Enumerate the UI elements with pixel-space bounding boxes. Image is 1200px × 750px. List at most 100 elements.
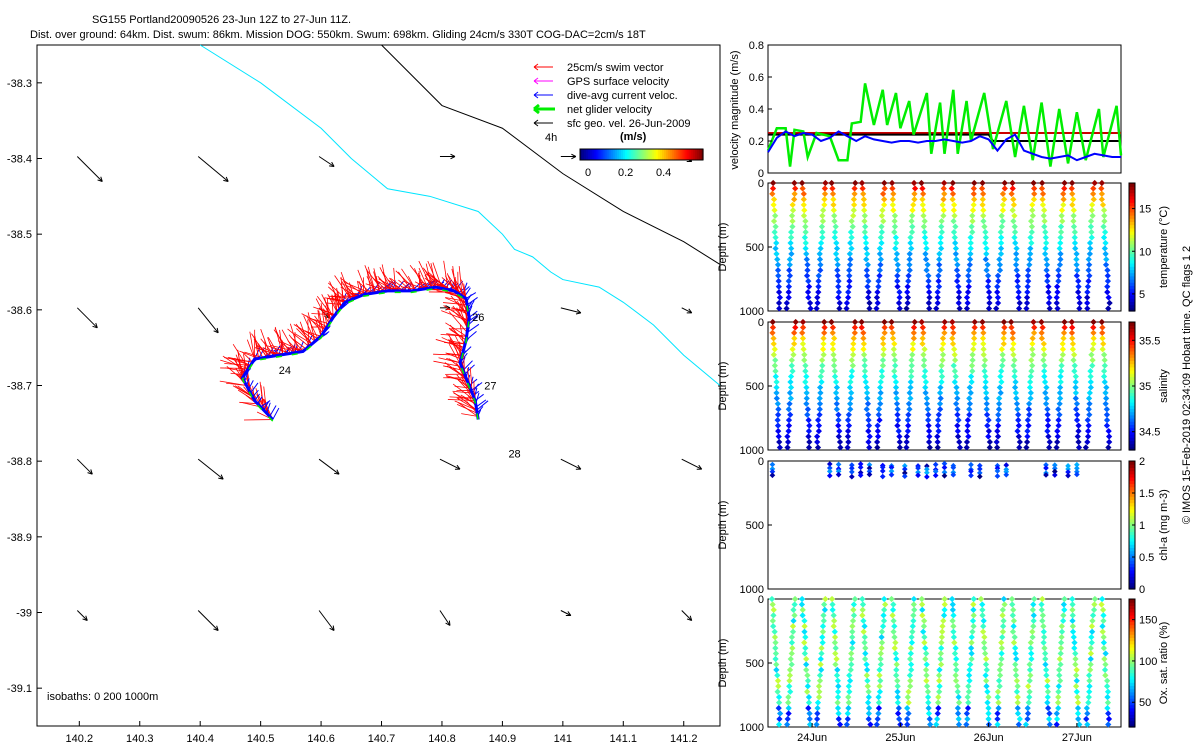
- swim-vector: [445, 352, 462, 360]
- net-track: [241, 287, 479, 422]
- geo-vector-head: [686, 615, 693, 621]
- profile-point: [1053, 715, 1061, 723]
- profile-point: [834, 261, 841, 268]
- profile-point: [1083, 715, 1090, 723]
- profile-point: [876, 666, 883, 674]
- colorbar-tick-label: 15: [1139, 204, 1151, 216]
- profile-point: [904, 283, 911, 290]
- profile-point: [969, 207, 977, 214]
- profile-point: [894, 406, 901, 413]
- profile-point: [1072, 378, 1079, 386]
- map-ytick-label: -38.7: [7, 381, 32, 393]
- profile-point: [970, 185, 977, 192]
- profile-point: [819, 634, 826, 641]
- profile-point: [923, 677, 930, 684]
- profile-point: [1012, 661, 1019, 668]
- profile-point: [1069, 623, 1076, 630]
- profile-point: [832, 650, 839, 657]
- profile-point: [894, 677, 901, 684]
- profile-point: [860, 617, 867, 624]
- profile-point: [1044, 677, 1051, 684]
- profile-point: [859, 612, 866, 619]
- profile-point: [829, 601, 836, 608]
- profile-point: [866, 433, 873, 440]
- profile-point: [920, 623, 928, 630]
- profile-point: [1044, 427, 1051, 435]
- swim-vector: [454, 334, 464, 352]
- profile-point: [996, 384, 1003, 391]
- profile-point: [1086, 683, 1093, 690]
- colorbar-cell: [1129, 714, 1135, 718]
- profile-point: [816, 406, 823, 413]
- profile-point: [1022, 721, 1030, 728]
- colorbar-cell: [1129, 430, 1135, 435]
- profile-point: [1055, 267, 1062, 274]
- profile-point: [805, 283, 813, 290]
- profile-point: [941, 601, 948, 608]
- profile-point: [834, 666, 841, 674]
- profile-point: [803, 373, 810, 380]
- profile-point: [968, 650, 975, 657]
- profile-point: [955, 694, 962, 701]
- chl-point: [994, 473, 1001, 479]
- profile-point: [1008, 318, 1015, 326]
- profile-point: [1084, 294, 1091, 301]
- profile-point: [835, 683, 842, 690]
- profile-point: [1057, 677, 1064, 684]
- profile-point: [984, 261, 991, 268]
- profile-point: [860, 340, 867, 347]
- profile-point: [851, 201, 858, 208]
- profile-point: [786, 666, 794, 674]
- profile-point: [1101, 218, 1108, 225]
- swim-vector: [239, 401, 258, 405]
- profile-point: [848, 367, 856, 375]
- profile-point: [1071, 228, 1078, 236]
- profile-point: [816, 688, 823, 695]
- profile-point: [971, 196, 978, 203]
- profile-point: [970, 190, 977, 198]
- profile-point: [878, 239, 885, 247]
- profile-point: [1015, 433, 1022, 440]
- profile-point: [904, 715, 911, 723]
- chl-point: [941, 464, 948, 471]
- colorbar-cell: [1129, 643, 1135, 648]
- chl-point: [769, 472, 776, 479]
- swim-vector: [303, 315, 316, 342]
- profile-point: [995, 417, 1002, 424]
- profile-point: [954, 261, 961, 268]
- profile-point: [831, 362, 838, 369]
- geo-vector-head: [445, 620, 451, 626]
- profile-point: [1009, 628, 1017, 635]
- profile-point: [907, 234, 914, 241]
- profile-point: [998, 639, 1005, 646]
- dac-vector: [466, 297, 478, 306]
- profile-point: [806, 299, 814, 307]
- map-colorbar-cell: [580, 149, 583, 160]
- profile-point: [965, 283, 972, 290]
- profile-point: [1070, 212, 1077, 219]
- profile-point: [814, 299, 821, 307]
- chl-point: [857, 461, 864, 467]
- profile-point: [804, 677, 812, 684]
- profile-point: [829, 185, 836, 192]
- profile-point: [1045, 715, 1053, 723]
- profile-point: [1030, 612, 1037, 619]
- profile-point: [981, 223, 988, 230]
- profile-point: [815, 272, 822, 279]
- profile-point: [953, 655, 960, 663]
- profile-point: [1072, 373, 1079, 380]
- profile-point: [1053, 721, 1060, 728]
- profile-point: [829, 346, 837, 353]
- colorbar-cell: [1129, 679, 1135, 683]
- swim-vector: [316, 296, 334, 318]
- profile-point: [923, 650, 930, 657]
- profile-point: [965, 699, 972, 706]
- profile-point: [890, 207, 897, 214]
- velocity-lines: [766, 83, 1123, 167]
- profile-point: [951, 650, 959, 657]
- profile-point: [1060, 601, 1067, 608]
- profile-point: [1106, 438, 1113, 446]
- profile-point: [1057, 395, 1064, 402]
- profile-point: [1105, 305, 1112, 312]
